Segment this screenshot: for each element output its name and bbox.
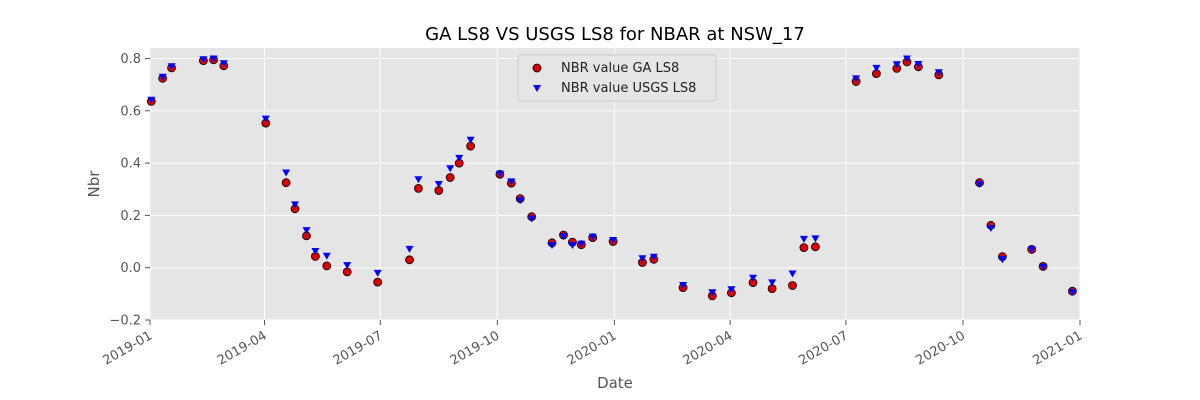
usgs-point — [1027, 246, 1036, 254]
usgs-point — [799, 235, 808, 243]
usgs-point — [199, 56, 208, 64]
usgs-point — [322, 252, 331, 260]
usgs-point — [727, 286, 736, 294]
usgs-point — [577, 240, 586, 248]
usgs-point — [609, 237, 618, 244]
usgs-point — [527, 215, 536, 223]
usgs-point — [455, 154, 464, 162]
chart-title: GA LS8 VS USGS LS8 for NBAR at NSW_17 — [425, 24, 805, 45]
usgs-point — [588, 233, 597, 241]
series-usgs-ls8 — [147, 55, 1077, 297]
usgs-point — [311, 248, 320, 255]
usgs-point — [343, 262, 352, 270]
usgs-point — [147, 96, 156, 104]
x-axis-label: Date — [597, 374, 633, 392]
ga-point — [445, 173, 455, 182]
usgs-point — [708, 289, 717, 297]
usgs-point — [219, 60, 228, 68]
y-tick-label: 0.0 — [120, 261, 141, 276]
usgs-point — [1039, 263, 1048, 271]
legend-label-usgs: NBR value USGS LS8 — [561, 81, 696, 96]
usgs-point — [507, 178, 516, 186]
usgs-point — [405, 245, 414, 253]
legend-marker-usgs — [533, 85, 541, 92]
usgs-point — [158, 73, 167, 81]
ga-point — [811, 242, 820, 252]
usgs-point — [559, 233, 568, 241]
usgs-point — [975, 181, 984, 188]
y-tick-label: 0.2 — [120, 209, 141, 224]
legend: NBR value GA LS8 NBR value USGS LS8 — [517, 54, 717, 102]
usgs-point — [495, 170, 504, 178]
usgs-point — [986, 225, 995, 232]
legend-label-ga: NBR value GA LS8 — [561, 61, 679, 76]
usgs-point — [1068, 289, 1077, 296]
usgs-point — [903, 55, 911, 63]
usgs-point — [649, 253, 658, 261]
usgs-point — [638, 255, 647, 263]
usgs-point — [373, 269, 382, 277]
usgs-point — [892, 61, 901, 69]
usgs-point — [291, 201, 299, 209]
usgs-point — [282, 169, 291, 177]
ga-point — [788, 281, 797, 290]
ga-point — [322, 261, 332, 271]
usgs-point — [872, 64, 881, 72]
usgs-point — [914, 61, 923, 68]
usgs-point — [446, 165, 455, 173]
y-tick-label: −0.2 — [109, 314, 141, 329]
ga-point — [405, 255, 414, 265]
y-axis-label: Nbr — [85, 170, 103, 198]
ga-point — [281, 178, 291, 188]
grid-lines — [149, 48, 1081, 321]
usgs-point — [167, 63, 176, 71]
usgs-point — [261, 115, 270, 123]
legend-marker-ga — [532, 63, 542, 73]
y-tick-label: 0.6 — [120, 104, 141, 119]
usgs-point — [434, 181, 443, 188]
ga-point — [373, 277, 383, 287]
y-tick-label: 0.8 — [120, 52, 141, 67]
usgs-point — [852, 75, 861, 83]
usgs-point — [414, 176, 423, 184]
usgs-point — [302, 227, 311, 235]
usgs-point — [548, 242, 556, 249]
usgs-point — [811, 235, 820, 243]
legend-box — [517, 54, 717, 102]
usgs-point — [209, 55, 218, 63]
usgs-point — [788, 270, 797, 278]
usgs-point — [679, 282, 688, 289]
usgs-point — [998, 256, 1007, 264]
usgs-point — [568, 242, 577, 249]
usgs-point — [768, 279, 777, 287]
usgs-point — [516, 197, 525, 205]
usgs-point — [934, 69, 943, 77]
y-tick-label: 0.4 — [120, 157, 141, 172]
ga-point — [413, 183, 423, 193]
usgs-point — [749, 274, 757, 282]
usgs-point — [466, 136, 475, 144]
ga-point — [799, 243, 809, 253]
